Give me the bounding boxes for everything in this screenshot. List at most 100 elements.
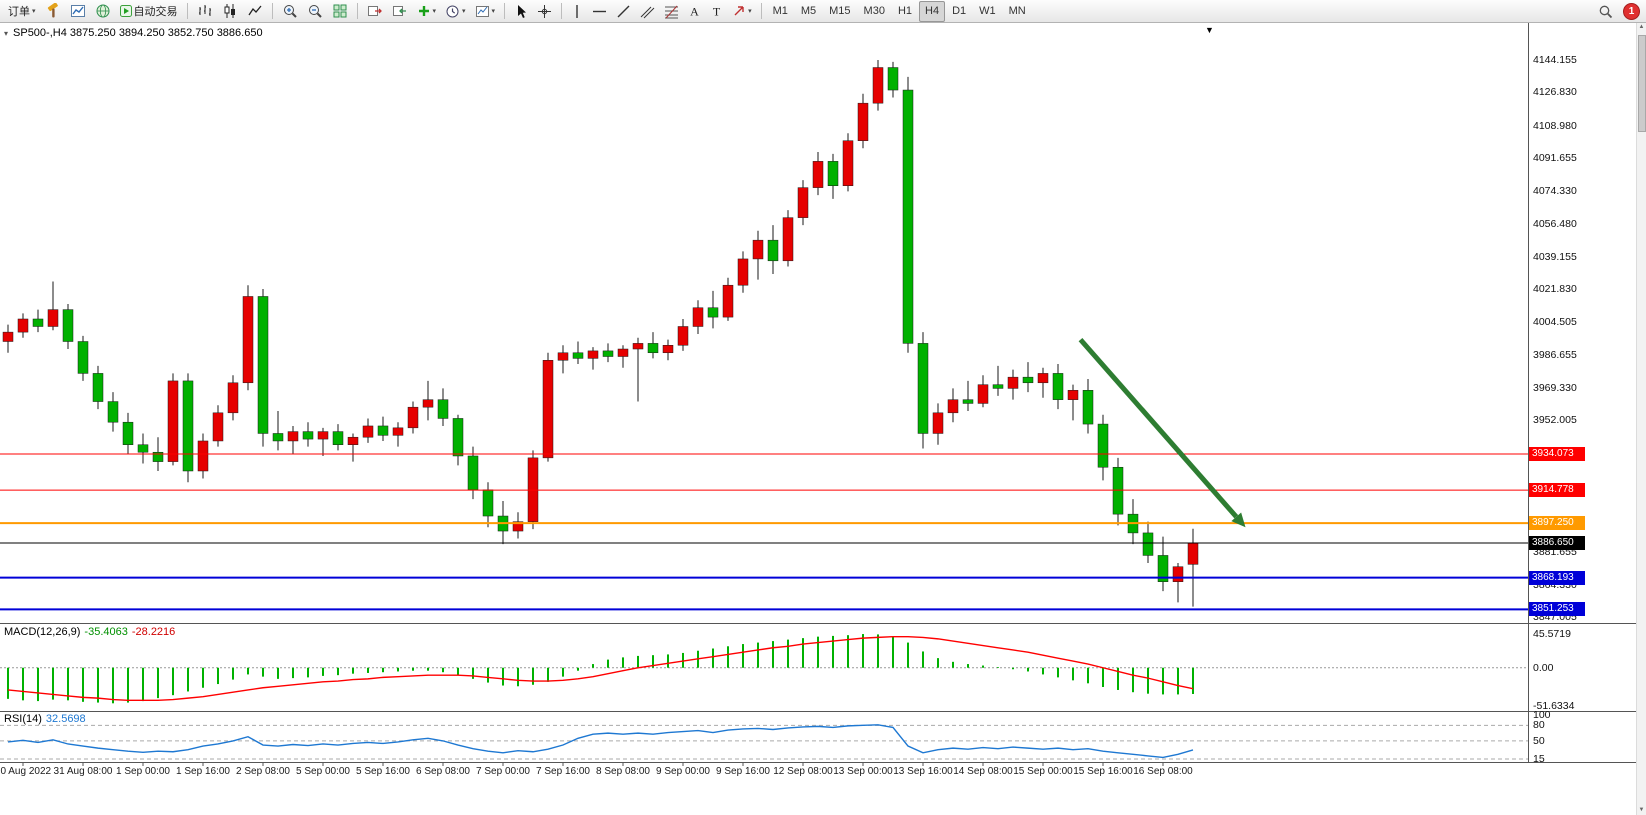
auto-scroll-button[interactable] [388,1,412,22]
period-selector-button[interactable]: ▾ [441,1,470,22]
rsi-indicator-label: RSI(14) 32.5698 [4,713,86,725]
candlestick [437,399,449,419]
fibonacci-tool-button[interactable] [660,1,683,22]
scroll-up-icon[interactable]: ▲ [1638,24,1645,30]
vertical-line-tool-button[interactable] [567,1,587,22]
text-label-icon: T [713,5,721,19]
text-label-tool-button[interactable]: T [706,1,727,22]
candlestick [47,309,59,327]
channel-tool-button[interactable] [636,1,659,22]
line-chart-mode-button[interactable] [243,1,267,22]
trendline-tool-button[interactable] [612,1,635,22]
zoom-in-button[interactable] [278,1,302,22]
candlestick [2,331,14,342]
scrollbar-thumb[interactable] [1638,35,1646,132]
timeframe-button-w1[interactable]: W1 [979,5,996,17]
candlestick [1022,376,1034,384]
market-watch-button[interactable] [91,1,115,22]
chart-shift-button[interactable] [363,1,387,22]
candlestick [422,399,434,408]
autotrading-button[interactable]: 自动交易 [116,1,182,22]
timeframe-button-m1[interactable]: M1 [772,5,788,17]
timeframe-button-h4[interactable]: H4 [919,0,946,22]
candlestick [1172,566,1184,582]
autotrading-label: 自动交易 [133,6,178,18]
add-indicator-button[interactable]: ▾ [413,1,441,22]
timeframe-button-m5[interactable]: M5 [800,5,817,17]
timeframe-button-m30[interactable]: M30 [863,5,885,17]
candlestick [1142,532,1154,556]
macd-indicator-label: MACD(12,26,9) -35.4063 -28.2216 [4,626,175,638]
zoom-out-icon [308,5,322,18]
candlestick [797,187,809,218]
orders-button[interactable]: 订单 ▾ [4,1,40,22]
trend-arrow-line[interactable] [1078,337,1239,519]
candlestick [692,307,704,327]
zoom-out-button[interactable] [303,1,327,22]
candlestick [107,401,119,423]
auto-scroll-marker-icon[interactable]: ▼ [1205,25,1214,35]
timeframe-button-m15[interactable]: M15 [829,5,851,17]
macd-signal-value: -28.2216 [131,626,176,638]
svg-text:A: A [690,5,699,19]
timeframe-button-d1[interactable]: D1 [952,5,967,17]
text-a-icon: A [690,5,699,19]
trend-arrow-head-icon[interactable] [1231,512,1246,528]
toolbar-separator [760,3,762,19]
candlestick [992,384,1004,389]
candlestick [392,427,404,436]
candlestick [677,326,689,346]
candlestick [572,352,584,359]
candlestick [887,67,899,91]
candlestick [1082,390,1094,425]
candlestick [752,239,764,260]
new-chart-icon [70,5,85,17]
scroll-down-icon[interactable]: ▼ [1638,807,1645,813]
crosshair-button[interactable] [533,1,556,22]
timeframe-button-mn[interactable]: MN [1008,5,1026,17]
candlestick [932,412,944,434]
candlestick [257,296,269,434]
candlestick [317,431,329,440]
candlestick [647,343,659,354]
horizontal-line-tool-button[interactable] [588,1,611,22]
clock-icon [446,5,459,17]
globe-icon [96,4,110,18]
cursor-button[interactable] [510,1,532,22]
arrow-objects-button[interactable]: ▾ [728,1,756,22]
chart-template-button[interactable]: ▾ [471,1,500,22]
candlestick [512,521,524,532]
text-tool-button[interactable]: A [684,1,705,22]
candlestick [782,217,794,262]
candlestick [1037,373,1049,384]
candlestick [632,343,644,350]
candlestick [212,412,224,442]
timeframe-button-h1[interactable]: H1 [897,5,913,17]
toolbar-separator [561,3,563,19]
search-button[interactable] [1594,1,1617,22]
candlestick [947,399,959,414]
open-chart-button[interactable] [66,1,90,22]
candlestick [587,350,599,359]
hammer-icon [47,3,58,18]
bar-chart-mode-button[interactable] [193,1,217,22]
new-order-button[interactable] [41,1,65,22]
candlestick [242,296,254,384]
candlestick-mode-button[interactable] [218,1,242,22]
candlestick [62,309,74,342]
notification-badge[interactable]: 1 [1623,2,1640,20]
candlestick [872,67,884,104]
chevron-down-icon: ▾ [491,7,496,15]
candlestick [377,425,389,436]
candlestick [182,380,194,472]
tile-windows-button[interactable] [328,1,352,22]
vertical-scrollbar[interactable]: ▲ ▼ [1636,22,1646,815]
rsi-value: 32.5698 [45,713,86,725]
collapse-triangle-icon[interactable]: ▾ [4,28,9,38]
arrow-object-icon [734,6,744,16]
candlestick [197,440,209,472]
play-icon [119,5,132,17]
